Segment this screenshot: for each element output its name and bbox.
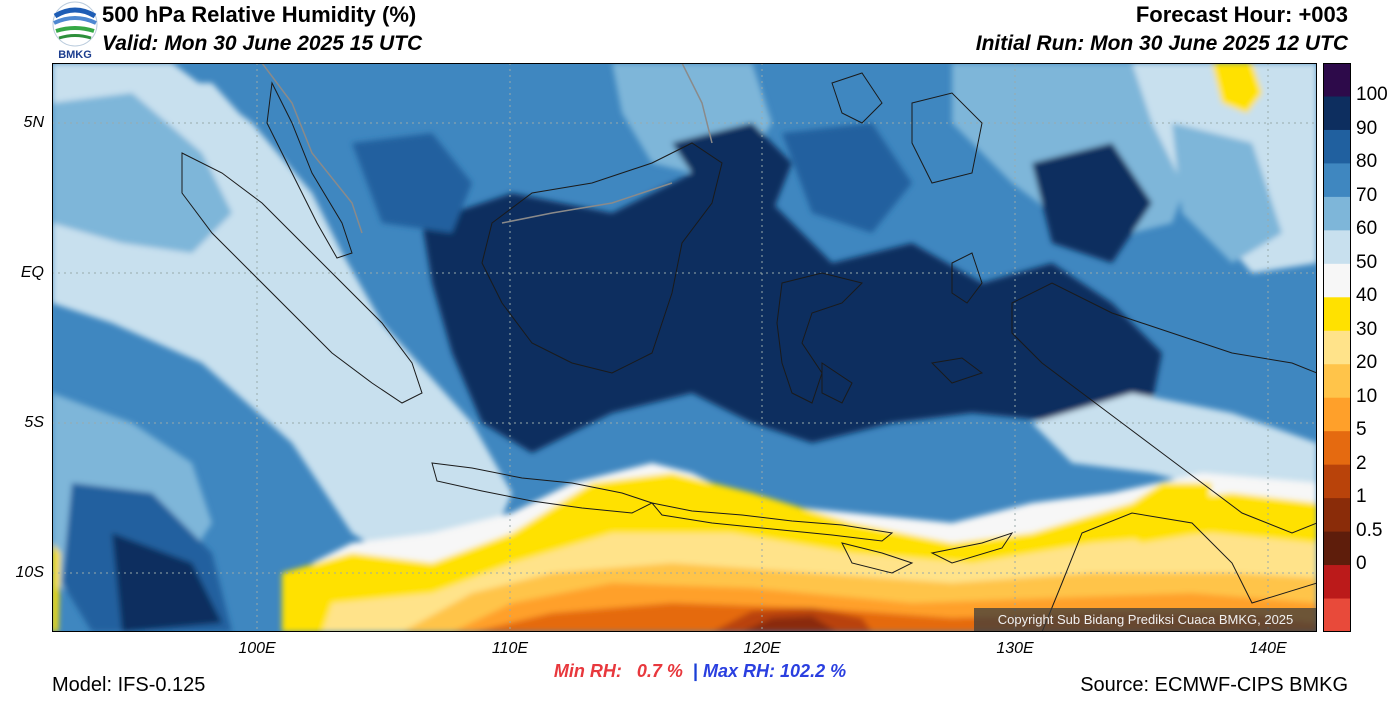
copyright-notice: Copyright Sub Bidang Prediksi Cuaca BMKG… xyxy=(974,608,1317,632)
max-rh-value: 102.2 % xyxy=(780,661,847,681)
lon-label-110e: 110E xyxy=(491,640,529,657)
data-source: Source: ECMWF-CIPS BMKG xyxy=(1080,674,1348,696)
colorbar-label: 50 xyxy=(1356,251,1378,273)
humidity-map[interactable]: Copyright Sub Bidang Prediksi Cuaca BMKG… xyxy=(52,62,1318,633)
colorbar-swatch xyxy=(1323,397,1351,432)
colorbar-label: 5 xyxy=(1356,419,1367,441)
coastlines xyxy=(181,72,1318,633)
lon-label-100e: 100E xyxy=(238,640,276,657)
initial-run: Initial Run: Mon 30 June 2025 12 UTC xyxy=(975,32,1348,55)
colorbar-svg xyxy=(1323,63,1351,633)
colorbar-swatch xyxy=(1323,431,1351,466)
model-name: Model: IFS-0.125 xyxy=(52,674,206,696)
bmkg-logo-icon: BMKG xyxy=(52,1,98,61)
colorbar-label: 70 xyxy=(1356,184,1378,206)
lat-label-5s: 5S xyxy=(24,414,44,431)
lon-label-130e: 130E xyxy=(996,640,1034,657)
colorbar-label: 10 xyxy=(1356,385,1378,407)
colorbar-swatch xyxy=(1323,196,1351,231)
max-rh-label: Max RH: xyxy=(703,661,776,681)
colorbar-swatch xyxy=(1323,163,1351,198)
colorbar-swatch xyxy=(1323,464,1351,499)
colorbar-swatch xyxy=(1323,565,1351,600)
colorbar-swatch xyxy=(1323,330,1351,365)
borders xyxy=(261,62,713,234)
colorbar xyxy=(1323,63,1351,633)
colorbar-swatch xyxy=(1323,263,1351,298)
lat-label-10s: 10S xyxy=(15,564,44,581)
colorbar-label: 60 xyxy=(1356,218,1378,240)
colorbar-swatch xyxy=(1323,63,1351,97)
min-rh-label: Min RH: xyxy=(553,661,622,681)
colorbar-swatch xyxy=(1323,129,1351,164)
colorbar-label: 30 xyxy=(1356,318,1378,340)
colorbar-label: 2 xyxy=(1356,452,1367,474)
colorbar-label: 20 xyxy=(1356,352,1378,374)
stats-separator: | xyxy=(692,661,698,681)
colorbar-swatch xyxy=(1323,598,1351,633)
colorbar-label: 0 xyxy=(1356,553,1367,575)
colorbar-label: 90 xyxy=(1356,117,1378,139)
forecast-hour: Forecast Hour: +003 xyxy=(1135,2,1348,27)
colorbar-frame xyxy=(1323,63,1351,632)
rh-stats: Min RH: 0.7 % | Max RH: 102.2 % xyxy=(0,661,1400,682)
colorbar-label: 100 xyxy=(1356,84,1388,106)
humidity-map-svg xyxy=(52,62,1318,633)
lon-label-140e: 140E xyxy=(1249,640,1287,657)
map-title: 500 hPa Relative Humidity (%) xyxy=(102,2,417,27)
colorbar-swatch xyxy=(1323,230,1351,265)
colorbar-label: 80 xyxy=(1356,151,1378,173)
logo-text: BMKG xyxy=(58,49,92,61)
colorbar-swatch xyxy=(1323,498,1351,533)
colorbar-label: 1 xyxy=(1356,486,1367,508)
colorbar-swatch xyxy=(1323,364,1351,399)
colorbar-label: 0.5 xyxy=(1356,519,1383,541)
colorbar-swatch xyxy=(1323,297,1351,332)
lon-label-120e: 120E xyxy=(743,640,781,657)
colorbar-swatch xyxy=(1323,531,1351,566)
min-rh-value: 0.7 % xyxy=(636,661,683,681)
lat-label-5n: 5N xyxy=(23,114,44,131)
graticule xyxy=(52,63,1317,632)
lat-label-eq: EQ xyxy=(20,264,44,281)
colorbar-label: 40 xyxy=(1356,285,1378,307)
colorbar-swatch xyxy=(1323,96,1351,131)
valid-time: Valid: Mon 30 June 2025 15 UTC xyxy=(102,32,423,55)
bmkg-logo: BMKG xyxy=(50,0,100,62)
